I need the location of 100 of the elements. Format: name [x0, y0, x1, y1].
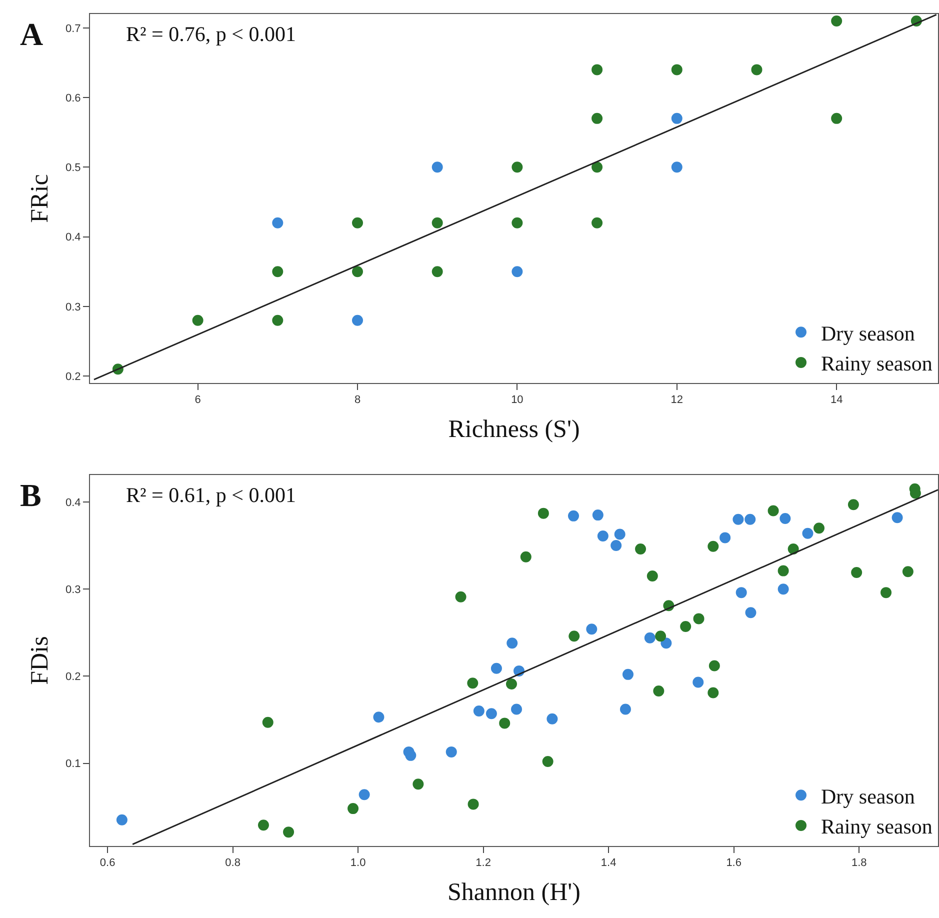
point	[455, 591, 466, 602]
x-tick-label: 12	[670, 394, 684, 406]
legend-label: Dry season	[821, 321, 916, 346]
text: B	[20, 477, 42, 513]
annotation: R² = 0.76, p < 0.001	[126, 22, 296, 46]
point	[490, 662, 502, 674]
point	[646, 570, 658, 582]
y-tick-label: 0.5	[66, 162, 81, 174]
point	[568, 510, 579, 522]
point	[814, 522, 824, 534]
point	[744, 514, 756, 525]
point	[283, 826, 294, 838]
point	[745, 607, 756, 618]
y-tick-label: 0.2	[66, 671, 81, 684]
point	[272, 314, 284, 326]
x-tick-label: 1.2	[476, 857, 491, 870]
legend-label: Rainy season	[821, 352, 933, 376]
point	[352, 314, 363, 326]
point	[831, 15, 842, 26]
point	[506, 678, 517, 690]
point	[831, 112, 842, 124]
y-tick-label: 0.1	[66, 758, 81, 770]
point	[592, 510, 604, 521]
point	[592, 217, 603, 228]
point	[272, 217, 284, 228]
point	[468, 798, 479, 810]
point	[432, 162, 443, 173]
legend-label: Dry season	[821, 784, 916, 808]
point	[348, 803, 359, 814]
point	[499, 718, 510, 729]
point	[432, 217, 443, 228]
point	[780, 513, 791, 524]
point	[546, 713, 558, 724]
point	[902, 566, 914, 578]
point	[653, 685, 664, 696]
x-tick-label: 1.0	[350, 857, 366, 870]
point	[692, 676, 704, 688]
point	[432, 266, 443, 278]
point	[352, 266, 363, 278]
point	[614, 528, 626, 540]
point	[446, 746, 457, 758]
annotation: R² = 0.61, p < 0.001	[126, 483, 296, 507]
x-tick-label: 1.6	[726, 857, 742, 870]
point	[597, 530, 608, 542]
point	[620, 704, 631, 715]
point	[512, 217, 523, 228]
point	[768, 505, 779, 516]
x-tick-label: 0.6	[100, 857, 116, 870]
point	[520, 551, 532, 562]
point	[538, 508, 549, 519]
point	[592, 64, 603, 76]
point	[506, 638, 518, 649]
point	[693, 613, 704, 624]
point	[732, 514, 744, 525]
y-tick-label: 0.7	[66, 22, 81, 35]
point	[352, 217, 363, 228]
point	[720, 532, 731, 544]
point	[512, 162, 523, 173]
point	[751, 64, 762, 76]
point	[622, 668, 634, 680]
point	[708, 660, 720, 672]
y-tick-label: 0.3	[66, 584, 81, 596]
point	[262, 716, 274, 728]
point	[736, 587, 747, 598]
point	[671, 162, 682, 173]
y-axis-title: FDis	[26, 636, 54, 685]
point	[680, 621, 692, 632]
point	[258, 820, 269, 831]
point	[778, 584, 789, 595]
y-tick-label: 0.3	[66, 301, 81, 314]
point	[635, 544, 646, 555]
point	[671, 64, 682, 76]
x-tick-label: 14	[830, 394, 843, 406]
y-tick-label: 0.4	[66, 496, 81, 509]
point	[358, 789, 370, 800]
x-tick-label: 1.8	[851, 857, 867, 870]
point	[778, 565, 789, 576]
y-tick-label: 0.6	[66, 92, 81, 104]
x-axis-title: Shannon (H')	[448, 879, 580, 906]
point	[708, 540, 719, 552]
point	[116, 814, 128, 826]
point	[511, 704, 522, 715]
point	[671, 112, 682, 124]
x-tick-label: 10	[511, 394, 524, 406]
point	[660, 638, 672, 649]
x-tick-label: 0.8	[225, 857, 240, 870]
point	[592, 112, 603, 124]
y-axis-title: FRic	[26, 174, 54, 223]
point	[880, 587, 892, 598]
point	[272, 266, 284, 278]
point	[568, 630, 580, 642]
x-tick-label: 6	[194, 394, 201, 406]
point	[412, 778, 424, 790]
x-tick-label: 8	[354, 394, 361, 406]
point	[708, 687, 719, 698]
x-tick-label: 1.4	[600, 857, 616, 870]
point	[644, 632, 656, 644]
point	[467, 678, 478, 689]
text: A	[20, 16, 44, 52]
point	[405, 750, 416, 761]
